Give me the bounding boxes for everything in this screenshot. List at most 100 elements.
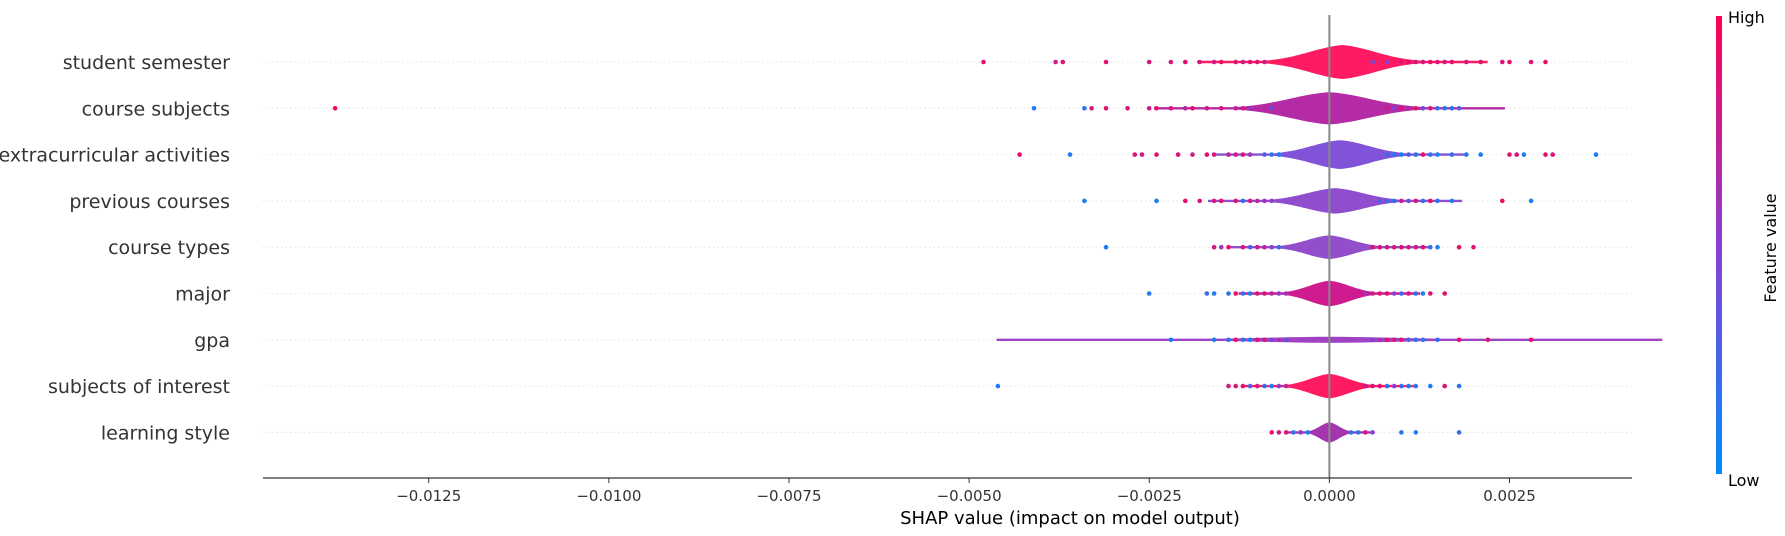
data-point	[1384, 59, 1390, 65]
data-point	[1240, 59, 1246, 65]
data-point	[1550, 152, 1555, 157]
colorbar-title: Feature value	[1761, 193, 1780, 302]
data-point	[1406, 291, 1411, 296]
data-point	[1262, 152, 1267, 157]
data-point	[1233, 59, 1238, 65]
data-point	[1226, 337, 1231, 343]
data-point	[1103, 244, 1109, 250]
data-point	[1413, 198, 1419, 204]
data-point	[1391, 244, 1397, 250]
feature-label: course types	[108, 237, 230, 259]
data-point	[1247, 244, 1253, 250]
data-point	[1406, 244, 1411, 250]
data-point	[1399, 337, 1404, 343]
data-point	[1283, 430, 1289, 435]
data-point	[1420, 106, 1426, 111]
data-point	[1377, 244, 1383, 250]
data-point	[1399, 383, 1404, 389]
data-point	[1291, 430, 1296, 435]
data-point	[995, 383, 1001, 389]
data-point	[1211, 152, 1217, 157]
feature-label: previous courses	[69, 191, 230, 213]
data-point	[1190, 106, 1195, 111]
data-point	[1276, 430, 1282, 435]
data-point	[1255, 106, 1260, 111]
data-point	[1391, 106, 1397, 111]
data-point	[1089, 106, 1094, 111]
data-point	[1456, 430, 1462, 435]
data-point	[1435, 152, 1440, 157]
data-point	[1233, 152, 1238, 157]
data-point	[1406, 198, 1411, 204]
data-point	[1262, 383, 1267, 389]
data-point	[1399, 430, 1404, 435]
data-point	[1464, 59, 1469, 65]
data-point	[1146, 59, 1152, 65]
data-point	[1428, 291, 1433, 296]
data-point	[1255, 244, 1260, 250]
colorbar-gradient	[1716, 16, 1722, 474]
data-point	[1384, 198, 1390, 204]
data-point	[1500, 198, 1505, 204]
feature-label: student semester	[63, 52, 230, 74]
data-point	[1507, 152, 1512, 157]
data-point	[1399, 244, 1404, 250]
data-point	[1255, 59, 1260, 65]
data-point	[1413, 430, 1419, 435]
data-point	[1399, 291, 1404, 296]
data-point	[1132, 152, 1138, 157]
data-point	[1471, 244, 1476, 250]
data-point	[1435, 106, 1440, 111]
feature-label: course subjects	[82, 98, 230, 120]
data-point	[332, 106, 338, 111]
data-point	[1283, 291, 1289, 296]
data-point	[1384, 337, 1390, 343]
data-point	[1197, 198, 1202, 204]
data-point	[1399, 59, 1404, 65]
data-point	[1240, 152, 1246, 157]
data-point	[1053, 59, 1058, 65]
data-point	[1226, 383, 1231, 389]
data-point	[1226, 152, 1231, 157]
data-point	[1211, 59, 1217, 65]
x-axis-ticks: −0.0125 −0.0100 −0.0075 −0.0050 −0.0025 0.000…	[396, 478, 1536, 505]
data-point	[1485, 337, 1491, 343]
data-point	[1247, 198, 1253, 204]
violin	[1208, 188, 1463, 214]
data-point	[1211, 244, 1217, 250]
data-point	[1370, 383, 1375, 389]
data-point	[1420, 198, 1426, 204]
data-point	[1154, 106, 1159, 111]
data-point	[1219, 198, 1224, 204]
data-point	[1521, 152, 1527, 157]
data-point	[1478, 59, 1483, 65]
data-point	[1377, 337, 1383, 343]
data-point	[1233, 198, 1238, 204]
x-tick-label: −0.0125	[396, 487, 461, 505]
data-point	[1399, 198, 1404, 204]
data-point	[1528, 59, 1534, 65]
data-point	[1233, 383, 1238, 389]
data-point	[1384, 152, 1390, 157]
data-point	[1240, 244, 1246, 250]
data-point	[1082, 106, 1087, 111]
data-point	[1464, 152, 1469, 157]
data-point	[1377, 383, 1383, 389]
x-tick-label: −0.0075	[756, 487, 821, 505]
data-point	[1240, 198, 1246, 204]
data-point	[1348, 430, 1354, 435]
data-point	[1146, 291, 1152, 296]
data-point	[1370, 430, 1375, 435]
data-point	[1384, 106, 1390, 111]
data-point	[1139, 152, 1145, 157]
data-point	[1233, 106, 1238, 111]
data-point	[1262, 59, 1267, 65]
colorbar-low-label: Low	[1728, 471, 1760, 490]
data-point	[1442, 383, 1447, 389]
data-point	[1478, 152, 1483, 157]
data-point	[1211, 198, 1217, 204]
scatter-points	[332, 59, 1599, 435]
data-point	[1406, 337, 1411, 343]
data-point	[1204, 106, 1210, 111]
data-point	[1384, 383, 1390, 389]
